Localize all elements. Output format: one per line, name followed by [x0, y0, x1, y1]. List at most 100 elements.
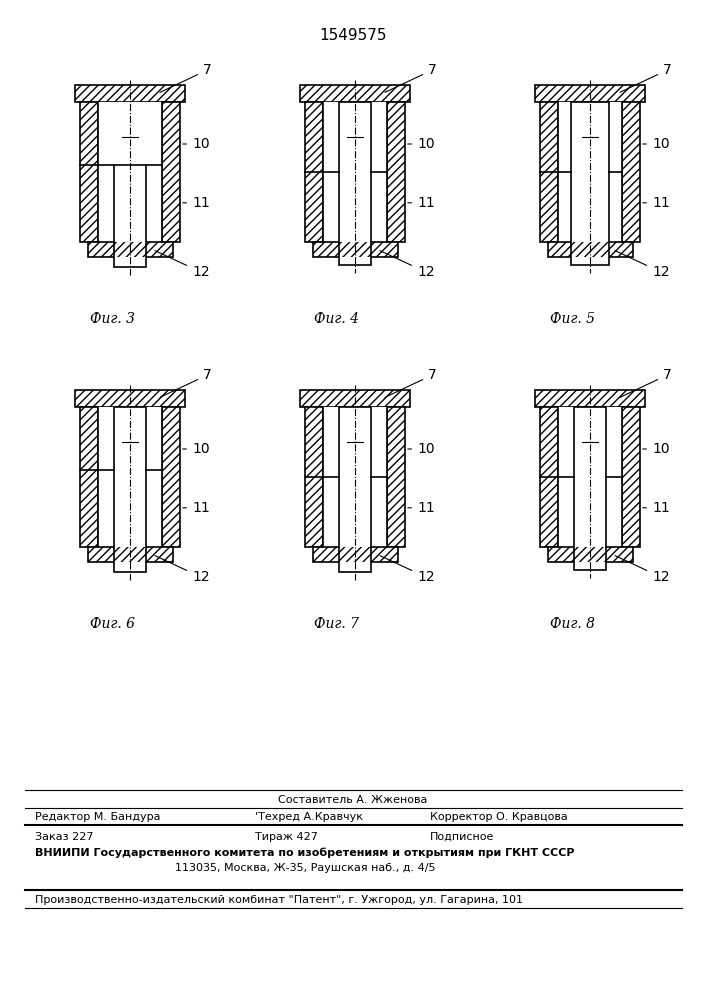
Bar [323, 407, 387, 547]
Bar [300, 85, 410, 102]
Text: 11: 11 [183, 196, 210, 210]
Text: 7: 7 [160, 63, 212, 92]
Bar [162, 102, 180, 242]
Bar [339, 102, 371, 265]
Bar [558, 407, 622, 547]
Bar [114, 165, 146, 267]
Text: 7: 7 [385, 368, 437, 397]
Bar [387, 102, 405, 242]
Text: 10: 10 [643, 137, 670, 151]
Bar [535, 85, 645, 102]
Bar [387, 407, 405, 547]
Text: Тираж 427: Тираж 427 [255, 832, 318, 842]
Bar [622, 102, 640, 242]
Bar [622, 102, 640, 242]
Bar [622, 407, 640, 547]
Text: Подписное: Подписное [430, 832, 494, 842]
Text: 7: 7 [160, 368, 212, 397]
Text: Производственно-издательский комбинат "Патент", г. Ужгород, ул. Гагарина, 101: Производственно-издательский комбинат "П… [35, 895, 523, 905]
Bar [323, 102, 387, 242]
Bar [88, 547, 173, 562]
Bar [80, 102, 98, 242]
Bar [80, 407, 98, 547]
Bar [162, 407, 180, 547]
Bar [305, 102, 323, 242]
Text: 10: 10 [643, 442, 670, 456]
Bar [75, 85, 185, 102]
Text: 113035, Москва, Ж-35, Раушская наб., д. 4/5: 113035, Москва, Ж-35, Раушская наб., д. … [175, 863, 436, 873]
Bar [300, 390, 410, 407]
Bar [547, 547, 633, 562]
Bar [622, 407, 640, 547]
Bar [75, 390, 185, 407]
Bar [300, 390, 410, 407]
Bar [162, 102, 180, 242]
Bar [80, 407, 98, 547]
Bar [535, 390, 645, 407]
Text: Фиг. 6: Фиг. 6 [90, 617, 134, 631]
Bar [88, 242, 173, 257]
Bar [80, 102, 98, 242]
Text: Фиг. 3: Фиг. 3 [90, 312, 134, 326]
Bar [98, 407, 162, 547]
Bar [162, 407, 180, 547]
Text: 1549575: 1549575 [320, 28, 387, 43]
Bar [547, 242, 633, 257]
Bar [305, 407, 323, 547]
Bar [312, 547, 397, 562]
Bar [540, 407, 558, 547]
Text: 12: 12 [155, 556, 209, 584]
Bar [387, 102, 405, 242]
Text: Редактор М. Бандура: Редактор М. Бандура [35, 812, 160, 822]
Bar [88, 242, 173, 257]
Bar [305, 102, 323, 242]
Text: 7: 7 [620, 368, 672, 397]
Bar [540, 407, 558, 547]
Text: 12: 12 [615, 556, 670, 584]
Text: Фиг. 4: Фиг. 4 [315, 312, 359, 326]
Bar [305, 407, 323, 547]
Bar [574, 407, 606, 570]
Bar [300, 85, 410, 102]
Text: 12: 12 [615, 251, 670, 279]
Text: 10: 10 [183, 137, 209, 151]
Text: 11: 11 [408, 501, 435, 515]
Bar [571, 102, 609, 265]
Bar [547, 242, 633, 257]
Bar [535, 390, 645, 407]
Bar [540, 102, 558, 242]
Text: 11: 11 [183, 501, 210, 515]
Text: ВНИИПИ Государственного комитета по изобретениям и открытиям при ГКНТ СССР: ВНИИПИ Государственного комитета по изоб… [35, 848, 575, 858]
Bar [88, 547, 173, 562]
Bar [540, 102, 558, 242]
Text: 'Техред А.Кравчук: 'Техред А.Кравчук [255, 812, 363, 822]
Text: Фиг. 8: Фиг. 8 [549, 617, 595, 631]
Text: 11: 11 [408, 196, 435, 210]
Text: Фиг. 5: Фиг. 5 [549, 312, 595, 326]
Text: 12: 12 [380, 251, 435, 279]
Text: 7: 7 [385, 63, 437, 92]
Text: 10: 10 [408, 137, 435, 151]
Text: 11: 11 [643, 501, 670, 515]
Bar [387, 407, 405, 547]
Bar [312, 547, 397, 562]
Text: Фиг. 7: Фиг. 7 [315, 617, 359, 631]
Text: 12: 12 [155, 251, 209, 279]
Bar [75, 390, 185, 407]
Text: 10: 10 [183, 442, 209, 456]
Text: 7: 7 [620, 63, 672, 92]
Bar [339, 407, 371, 572]
Bar [98, 102, 162, 242]
Bar [312, 242, 397, 257]
Text: Составитель А. Жженова: Составитель А. Жженова [279, 795, 428, 805]
Bar [558, 102, 622, 242]
Bar [75, 85, 185, 102]
Bar [547, 547, 633, 562]
Text: Заказ 227: Заказ 227 [35, 832, 93, 842]
Bar [535, 85, 645, 102]
Text: 10: 10 [408, 442, 435, 456]
Text: 12: 12 [380, 556, 435, 584]
Bar [114, 407, 146, 572]
Text: Корректор О. Кравцова: Корректор О. Кравцова [430, 812, 568, 822]
Text: 11: 11 [643, 196, 670, 210]
